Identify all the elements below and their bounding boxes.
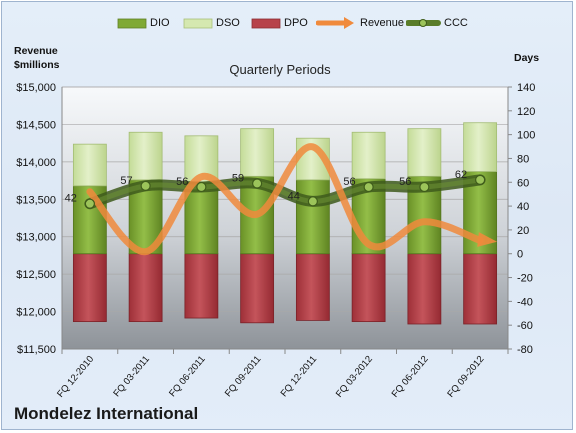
right-tick-label: -80 — [517, 344, 533, 356]
right-tick-label: 60 — [517, 177, 529, 189]
right-tick-label: 120 — [517, 106, 535, 118]
ccc-data-label: 56 — [399, 176, 411, 188]
left-tick-label: $12,500 — [16, 269, 56, 281]
ccc-marker — [475, 174, 486, 185]
bar-dpo — [128, 253, 163, 323]
ccc-data-label: 57 — [120, 175, 132, 187]
category-label: FQ 06-2011 — [167, 354, 208, 399]
ccc-data-label: 62 — [455, 169, 467, 181]
left-tick-label: $15,000 — [16, 82, 56, 94]
ccc-data-label: 42 — [65, 193, 77, 205]
bar-dso — [128, 131, 163, 181]
legend-label-dio: DIO — [150, 17, 170, 29]
legend-swatch-dpo — [251, 18, 281, 29]
ccc-marker — [84, 198, 95, 209]
left-tick-label: $13,000 — [16, 232, 56, 244]
right-tick-label: 80 — [517, 153, 529, 165]
right-tick-label: 100 — [517, 130, 535, 142]
bar-dpo — [407, 253, 442, 325]
ccc-marker — [196, 181, 207, 193]
revenue-line — [86, 143, 484, 256]
category-label: FQ 12-2011 — [279, 354, 320, 399]
right-tick-label: 20 — [517, 225, 529, 237]
right-tick-label: -60 — [517, 320, 533, 332]
legend-label-revenue: Revenue — [360, 17, 405, 29]
category-label: FQ 06-2012 — [390, 354, 431, 400]
ccc-marker — [140, 180, 151, 191]
right-tick-label: -40 — [517, 296, 533, 308]
legend-swatch-revenue — [316, 17, 354, 29]
legend-swatch-ccc — [406, 19, 441, 27]
legend-label-ccc: CCC — [444, 17, 468, 29]
category-label: FQ 09-2011 — [223, 354, 264, 399]
legend-label-dpo: DPO — [284, 17, 308, 29]
bar-dio — [295, 179, 330, 255]
bar-dpo — [72, 253, 107, 323]
category-label: FQ 09-2012 — [445, 354, 486, 400]
bar-dpo — [351, 253, 386, 323]
ccc-data-label: 56 — [176, 176, 188, 188]
ccc-data-label: 44 — [288, 190, 300, 202]
right-tick-label: -20 — [517, 273, 533, 285]
bar-dpo — [184, 253, 219, 319]
bar-dpo — [295, 253, 330, 321]
left-axis-title: Revenue $millions — [14, 45, 60, 71]
right-tick-label: 0 — [517, 249, 523, 261]
bar-dpo — [463, 253, 498, 325]
category-label: FQ 03-2012 — [334, 354, 375, 400]
bar-dio — [184, 181, 219, 255]
category-label: FQ 03-2011 — [111, 354, 152, 399]
right-tick-label: 140 — [517, 82, 535, 94]
bar-dso — [407, 128, 442, 177]
bar-dpo — [240, 253, 275, 324]
bar-dso — [351, 131, 386, 180]
right-tick-label: 40 — [517, 201, 529, 213]
chart-title: Quarterly Periods — [229, 62, 331, 77]
ccc-data-label: 56 — [343, 176, 355, 188]
left-tick-label: $14,000 — [16, 157, 56, 169]
ccc-marker — [419, 181, 430, 193]
category-label: FQ 12-2010 — [55, 354, 96, 400]
bar-dso — [240, 128, 275, 177]
company-name: Mondelez International — [14, 404, 199, 423]
left-tick-label: $14,500 — [16, 119, 56, 131]
left-tick-label: $13,500 — [16, 194, 56, 206]
bar-dso — [463, 122, 498, 172]
legend-label-dso: DSO — [216, 17, 240, 29]
right-axis-title: Days — [514, 52, 540, 64]
ccc-marker — [252, 178, 263, 189]
ccc-marker — [307, 196, 318, 207]
legend-swatch-dio — [117, 18, 147, 29]
left-tick-label: $11,500 — [17, 344, 56, 356]
legend-swatch-dso — [183, 18, 213, 29]
ccc-data-label: 59 — [232, 172, 244, 184]
revenue-arrowhead — [477, 232, 498, 247]
left-tick-label: $12,000 — [16, 307, 56, 319]
ccc-marker — [363, 181, 374, 193]
bar-dso — [72, 143, 107, 187]
